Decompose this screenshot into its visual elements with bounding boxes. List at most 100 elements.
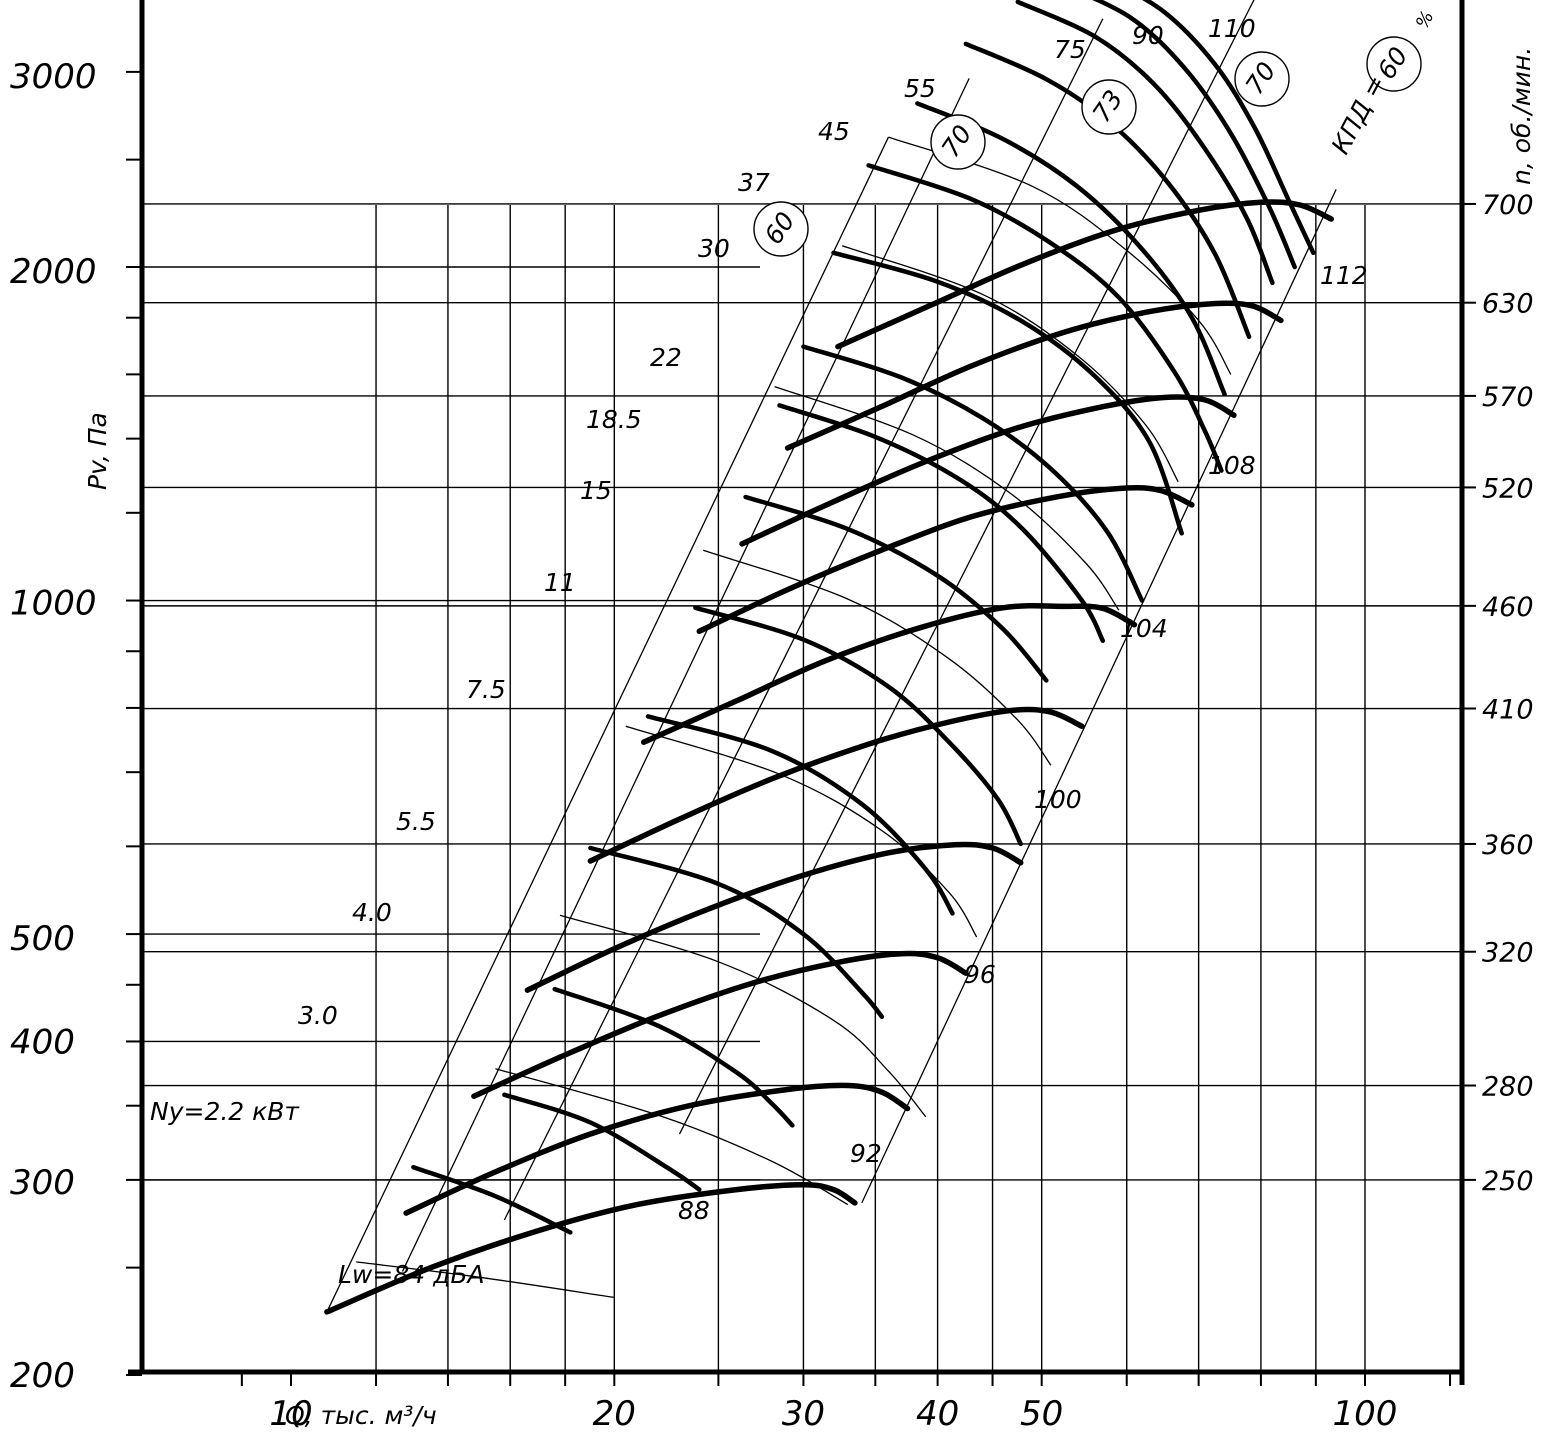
power-curve <box>552 986 795 1128</box>
right-tick-label: 460 <box>1482 592 1534 623</box>
fan-curve <box>696 484 1195 635</box>
power-label: 15 <box>580 476 612 505</box>
x-tick-label: 100 <box>1333 1394 1398 1434</box>
power-label: 3.0 <box>298 1001 338 1030</box>
fan-curve <box>739 394 1237 547</box>
fan-curve <box>524 841 1024 993</box>
y-tick-label: 500 <box>10 919 75 959</box>
efficiency-line <box>861 189 1337 1204</box>
y-tick-label: 300 <box>10 1163 75 1203</box>
power-curve <box>963 41 1252 340</box>
right-tick-label: 570 <box>1482 382 1534 413</box>
efficiency-circle <box>1081 79 1137 135</box>
right-tick-label: 700 <box>1482 190 1534 221</box>
power-label: 18.5 <box>586 405 642 434</box>
fan-speed-curves <box>324 199 1334 1315</box>
power-label: 45 <box>818 117 850 146</box>
right-tick-label: 280 <box>1482 1072 1534 1103</box>
noise-label: 96 <box>964 960 996 989</box>
y-tick-label: 200 <box>10 1356 75 1396</box>
power-curve <box>588 845 885 1020</box>
right-axis-title: n, об./мин. <box>1507 47 1536 185</box>
efficiency-line <box>326 136 890 1313</box>
plot-frame <box>126 0 1476 1386</box>
noise-curves <box>356 136 1232 1299</box>
fan-curve <box>640 602 1138 745</box>
noise-label: 108 <box>1208 451 1256 480</box>
power-curve <box>1092 0 1297 270</box>
efficiency-line <box>503 18 1104 1221</box>
power-label: 5.5 <box>396 807 436 836</box>
power-curve <box>777 403 1106 643</box>
noise-curve <box>495 1068 849 1206</box>
noise-curve <box>841 245 1179 483</box>
fan-curve <box>587 706 1085 864</box>
fan-curve <box>784 300 1284 451</box>
right-tick-label: 250 <box>1482 1166 1534 1197</box>
fan-curve <box>835 199 1334 350</box>
efficiency-line <box>401 78 970 1272</box>
efficiency-circle <box>930 114 986 170</box>
y-tick-label: 3000 <box>10 57 97 97</box>
x-tick-label: 10 <box>269 1394 312 1434</box>
right-tick-label: 360 <box>1482 830 1534 861</box>
x-tick-label: 20 <box>593 1394 636 1434</box>
power-label: 110 <box>1208 14 1256 43</box>
power-label: 37 <box>738 168 770 197</box>
power-label: 55 <box>904 74 936 103</box>
power-curves <box>411 0 1316 1235</box>
noise-label: 88 <box>678 1196 710 1225</box>
y-axis-title: Pv, Па <box>83 412 112 490</box>
fan-curve <box>324 1181 858 1315</box>
y-tick-label: 1000 <box>10 584 97 624</box>
power-label: 75 <box>1054 35 1086 64</box>
noise-curve <box>774 385 1120 611</box>
noise-label: Lw=84 дБА <box>338 1260 485 1289</box>
efficiency-lines <box>326 0 1337 1313</box>
fan-curve <box>403 1082 911 1216</box>
power-label: 30 <box>698 234 730 263</box>
noise-curve <box>356 1261 615 1299</box>
power-label: 4.0 <box>352 898 392 927</box>
grid-lines <box>142 203 1462 1372</box>
power-curve <box>645 714 955 916</box>
noise-label: 100 <box>1034 785 1082 814</box>
x-tick-label: 40 <box>916 1394 959 1434</box>
noise-curve <box>702 549 1052 766</box>
efficiency-circle <box>1234 51 1290 107</box>
efficiency-circle <box>1366 36 1422 92</box>
chart-labels: 200 300 400 500 1000 2000 3000 10 20 30 40 50 100 250… <box>10 7 1536 1434</box>
efficiency-label: КПД = <box>1326 70 1392 159</box>
power-curve <box>831 250 1184 536</box>
right-tick-label: 630 <box>1482 289 1534 320</box>
power-curve <box>866 163 1224 473</box>
x-tick-label: 30 <box>782 1394 825 1434</box>
right-tick-label: 320 <box>1482 938 1534 969</box>
y-tick-label: 400 <box>10 1022 75 1062</box>
efficiency-unit: % <box>1412 7 1439 32</box>
fan-curve <box>471 950 969 1099</box>
power-label: 22 <box>650 343 682 372</box>
noise-label: 104 <box>1120 614 1168 643</box>
efficiency-line <box>678 0 1255 1135</box>
y-tick-label: 2000 <box>10 252 97 292</box>
x-axis-title: Q, тыс. м³/ч <box>285 1401 437 1430</box>
power-curve <box>502 1092 702 1192</box>
power-label: Ny=2.2 кВт <box>150 1097 300 1126</box>
efficiency-circle <box>753 201 809 257</box>
power-label: 90 <box>1132 21 1164 50</box>
noise-label: 92 <box>850 1139 882 1168</box>
noise-curve <box>625 725 978 938</box>
power-label: 11 <box>544 568 576 597</box>
right-tick-label: 520 <box>1482 473 1534 504</box>
power-curve <box>801 344 1145 603</box>
power-label: 7.5 <box>466 675 506 704</box>
power-curve <box>1015 0 1275 286</box>
power-curve <box>915 101 1227 397</box>
x-tick-label: 50 <box>1020 1394 1063 1434</box>
right-tick-label: 410 <box>1482 695 1534 726</box>
power-curve <box>693 605 1023 847</box>
noise-label: 112 <box>1320 261 1368 290</box>
